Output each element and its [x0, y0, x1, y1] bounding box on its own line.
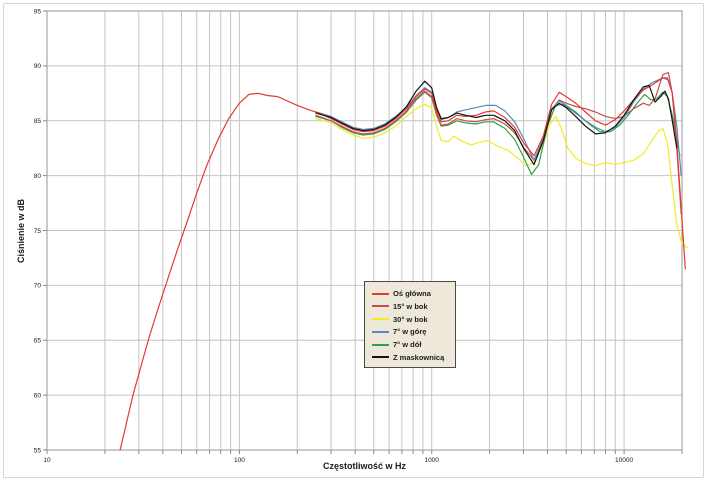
y-tick-label: 70 [34, 283, 42, 290]
curve-7-w-gore [315, 77, 682, 177]
x-tick-label: 1000 [424, 457, 439, 464]
legend-item-label: 30° w bok [393, 314, 428, 324]
legend-item-label: 15° w bok [393, 301, 428, 311]
x-tick-label: 100 [234, 457, 245, 464]
curve-os-glowna [119, 77, 686, 451]
gridlines [46, 10, 683, 451]
legend-line-sample [372, 343, 389, 346]
legend-item-label: Z maskownicą [393, 352, 445, 362]
curve-7-w-dol [315, 91, 681, 176]
legend-item-label: 7° w górę [393, 327, 427, 337]
legend-item-label: Oś główna [393, 289, 431, 298]
legend-line-sample [372, 330, 389, 333]
legend-item-z-maskownica: Z maskownicą [372, 352, 451, 363]
legend-item-label: 7° w dół [393, 340, 422, 350]
legend-item-15-w-bok: 15° w bok [372, 301, 451, 312]
y-tick-label: 80 [34, 173, 42, 180]
y-tick-label: 90 [34, 63, 42, 70]
legend-line-sample [372, 318, 389, 321]
legend-box: Oś główna 15° w bok 30° w bok 7° w górę … [364, 281, 456, 368]
legend-line-sample [372, 292, 389, 295]
curve-z-maskownica [315, 80, 678, 166]
curve-15-w-bok [315, 71, 682, 215]
x-tick-label: 10000 [615, 457, 633, 464]
legend-item-30-w-bok: 30° w bok [372, 314, 451, 325]
legend-item-7-w-dol: 7° w dół [372, 339, 451, 350]
legend-line-sample [372, 356, 389, 359]
y-tick-label: 65 [34, 338, 42, 345]
y-tick-label: 60 [34, 392, 42, 399]
curve-series [119, 71, 689, 451]
x-axis-title: Częstotliwość w Hz [322, 461, 406, 471]
y-tick-label: 95 [34, 8, 42, 15]
y-axis-title: Ciśnienie w dB [16, 198, 26, 264]
x-tick-label: 10 [43, 457, 51, 464]
y-tick-label: 85 [34, 118, 42, 125]
y-tick-label: 55 [34, 447, 42, 454]
curve-30-w-bok [315, 103, 689, 249]
legend-item-os-glowna: Oś główna [372, 288, 451, 299]
y-tick-label: 75 [34, 228, 42, 235]
axis-ticks: 55 60 65 70 75 80 85 90 95 10 100 1000 10000 [34, 8, 683, 464]
legend-item-7-w-gore: 7° w górę [372, 326, 451, 337]
legend-line-sample [372, 305, 389, 308]
